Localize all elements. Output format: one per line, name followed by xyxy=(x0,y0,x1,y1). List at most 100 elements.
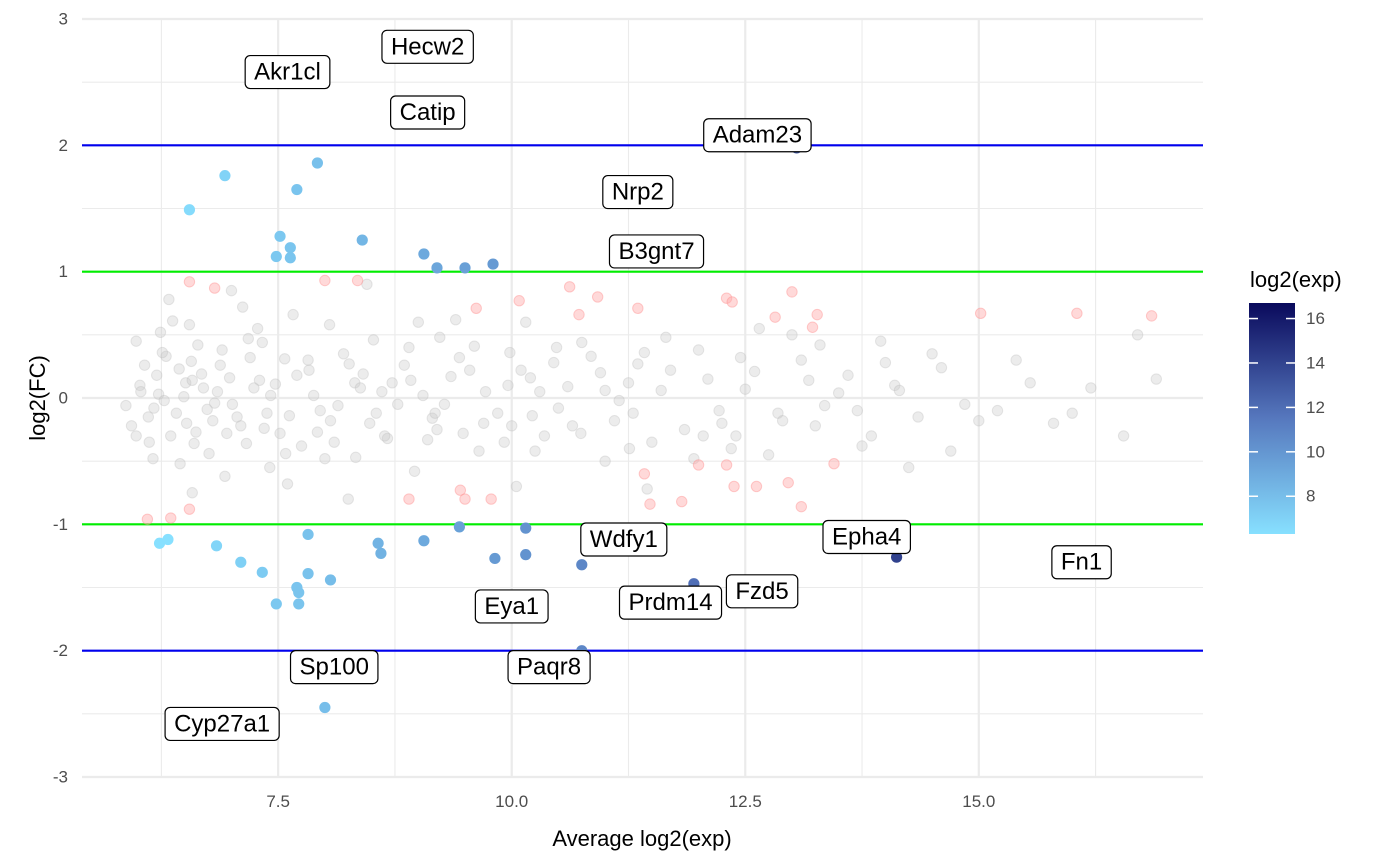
background-point xyxy=(392,398,404,411)
background-point xyxy=(231,411,243,423)
background-point xyxy=(748,365,761,378)
moderate-point xyxy=(644,498,656,510)
background-points xyxy=(120,278,1162,505)
highlight-point xyxy=(372,537,384,549)
gene-label-box xyxy=(703,118,812,153)
background-point xyxy=(219,470,231,483)
background-point xyxy=(364,417,376,429)
background-point xyxy=(688,452,700,465)
background-point xyxy=(386,377,398,389)
background-point xyxy=(156,346,169,359)
gene-label-box xyxy=(507,649,591,685)
highlight-point xyxy=(291,183,303,196)
background-point xyxy=(197,382,210,394)
gene-label: Hecw2 xyxy=(381,29,474,64)
background-point xyxy=(795,354,808,366)
background-point xyxy=(186,487,198,499)
background-point xyxy=(291,369,303,381)
background-point xyxy=(203,447,215,460)
y-tick-label: 3 xyxy=(59,10,68,29)
highlight-point xyxy=(324,574,337,586)
background-point xyxy=(264,461,276,474)
background-point xyxy=(328,436,340,448)
background-point xyxy=(803,374,815,387)
gene-label-text: Sp100 xyxy=(300,654,369,681)
moderate-point xyxy=(563,281,576,293)
background-point xyxy=(287,308,299,321)
highlight-point xyxy=(459,262,471,274)
background-point xyxy=(201,403,213,416)
background-point xyxy=(524,372,537,384)
background-point xyxy=(165,430,177,442)
background-point xyxy=(646,436,658,448)
moderate-point xyxy=(828,457,840,470)
legend-ticks: 8 10 12 14 16 xyxy=(1249,309,1325,506)
x-tick-label: 12.5 xyxy=(729,792,762,811)
gene-label-text: B3gnt7 xyxy=(618,238,694,265)
background-point xyxy=(959,398,971,411)
background-point xyxy=(185,355,197,368)
moderate-point xyxy=(728,480,740,493)
background-point xyxy=(502,379,514,392)
background-point xyxy=(893,384,906,397)
background-point xyxy=(183,319,196,331)
background-point xyxy=(135,385,147,398)
background-point xyxy=(638,346,651,359)
gene-label-box xyxy=(822,519,912,555)
background-point xyxy=(449,313,462,326)
background-point xyxy=(195,368,208,380)
background-point xyxy=(130,430,142,442)
highlight-point xyxy=(520,522,532,534)
background-point xyxy=(1085,382,1097,394)
gene-label-box xyxy=(608,234,705,269)
background-point xyxy=(251,322,264,335)
background-point xyxy=(154,326,167,339)
gene-label-text: Fn1 xyxy=(1061,549,1102,576)
background-point xyxy=(130,335,142,347)
background-point xyxy=(945,445,957,457)
background-point xyxy=(120,399,132,412)
background-point xyxy=(1131,329,1144,341)
background-point xyxy=(138,359,151,371)
moderate-point xyxy=(1071,307,1083,320)
background-point xyxy=(170,407,183,419)
moderate-point xyxy=(141,513,154,525)
background-point xyxy=(152,388,165,400)
background-point xyxy=(221,427,233,440)
background-point xyxy=(851,404,864,417)
background-point xyxy=(148,402,160,414)
gene-label-text: Wdfy1 xyxy=(590,526,658,553)
background-point xyxy=(453,351,466,364)
moderate-point xyxy=(485,493,497,505)
gene-label: Eya1 xyxy=(474,589,549,624)
background-point xyxy=(504,346,516,359)
gene-label-box xyxy=(474,589,549,624)
background-point xyxy=(1010,354,1022,366)
legend-title: log2(exp) xyxy=(1250,267,1342,292)
background-point xyxy=(776,415,789,427)
legend-tick-label: 14 xyxy=(1306,353,1325,372)
background-point xyxy=(279,447,292,460)
highlight-point xyxy=(356,234,368,246)
background-point xyxy=(623,442,636,455)
background-point xyxy=(552,402,565,414)
background-point xyxy=(370,407,382,419)
gene-label: Nrp2 xyxy=(602,174,674,210)
moderate-points xyxy=(141,274,1158,525)
background-point xyxy=(832,387,845,399)
moderate-point xyxy=(811,308,823,321)
gene-label-box xyxy=(618,585,723,620)
background-point xyxy=(818,399,831,412)
y-axis-title: log2(FC) xyxy=(25,355,50,441)
highlight-point xyxy=(153,537,166,549)
background-point xyxy=(253,374,266,387)
background-point xyxy=(1066,407,1078,419)
gene-label: B3gnt7 xyxy=(608,234,705,269)
highlight-point xyxy=(890,551,903,563)
highlight-point xyxy=(520,549,532,561)
background-point xyxy=(279,353,291,365)
background-point xyxy=(429,407,441,419)
color-legend: log2(exp) 8 10 12 14 16 xyxy=(1249,267,1342,534)
background-point xyxy=(269,378,282,390)
